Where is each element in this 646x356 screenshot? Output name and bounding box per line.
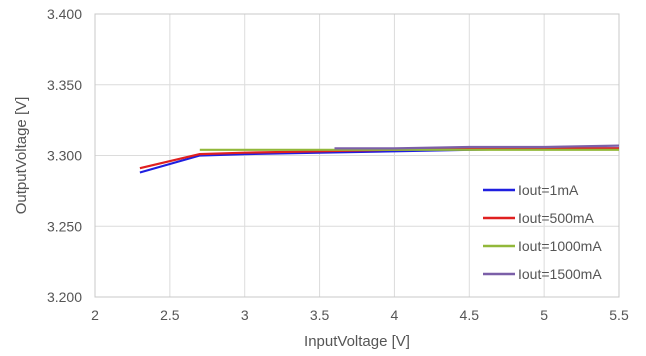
y-tick-label: 3.300 — [47, 148, 82, 164]
legend-item: Iout=1mA — [483, 182, 579, 198]
x-tick-label: 3 — [241, 307, 249, 323]
x-tick-labels: 2 2.5 3 3.5 4 4.5 5 5.5 — [91, 307, 629, 323]
plot-area — [94, 13, 620, 298]
x-tick-label: 4 — [391, 307, 399, 323]
legend-item: Iout=1500mA — [483, 266, 602, 282]
legend-label: Iout=1mA — [518, 182, 579, 198]
legend-item: Iout=500mA — [483, 210, 595, 226]
y-tick-label: 3.350 — [47, 77, 82, 93]
x-tick-label: 2 — [91, 307, 99, 323]
x-tick-label: 4.5 — [460, 307, 480, 323]
series-line-4 — [334, 144, 620, 150]
x-tick-label: 2.5 — [160, 307, 180, 323]
x-tick-label: 5.5 — [609, 307, 629, 323]
legend-label: Iout=500mA — [518, 210, 595, 226]
x-tick-label: 3.5 — [310, 307, 330, 323]
y-tick-labels: 3.200 3.250 3.300 3.350 3.400 — [47, 6, 82, 305]
legend-label: Iout=1000mA — [518, 238, 602, 254]
grid-lines — [94, 13, 620, 298]
legend-label: Iout=1500mA — [518, 266, 602, 282]
x-tick-label: 5 — [540, 307, 548, 323]
x-axis-label: InputVoltage [V] — [304, 333, 410, 350]
series-layer — [139, 144, 620, 174]
series-line-1 — [139, 147, 619, 174]
y-tick-label: 3.400 — [47, 6, 82, 22]
y-axis-label: OutputVoltage [V] — [13, 97, 30, 215]
legend: Iout=1mA Iout=500mA Iout=1000mA Iout=1500mA — [483, 182, 602, 282]
legend-item: Iout=1000mA — [483, 238, 602, 254]
y-tick-label: 3.250 — [47, 218, 82, 234]
y-tick-label: 3.200 — [47, 289, 82, 305]
